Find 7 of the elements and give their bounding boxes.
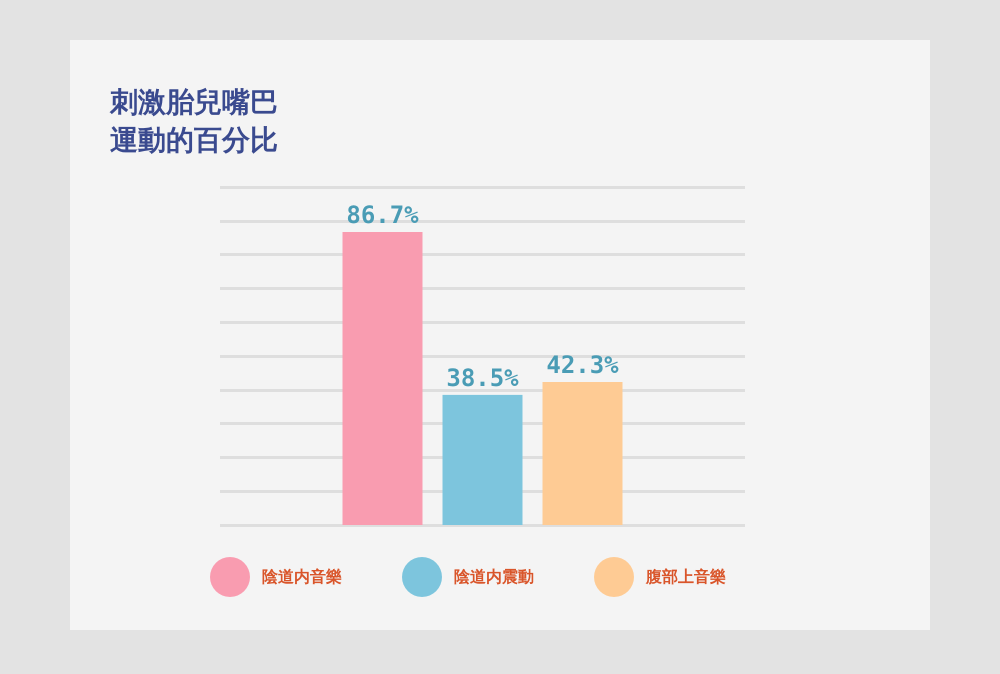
text: 陰道内震動 [454, 566, 534, 588]
data-label: 38.5% [446, 364, 520, 392]
data-label: 86.7% [346, 200, 420, 229]
text: 陰道内音樂 [262, 566, 342, 588]
text: 腹部上音樂 [646, 566, 726, 588]
data-label: 42.3% [546, 351, 620, 380]
chart-title: 刺激胎兒嘴巴運動的百分比 [109, 86, 278, 156]
